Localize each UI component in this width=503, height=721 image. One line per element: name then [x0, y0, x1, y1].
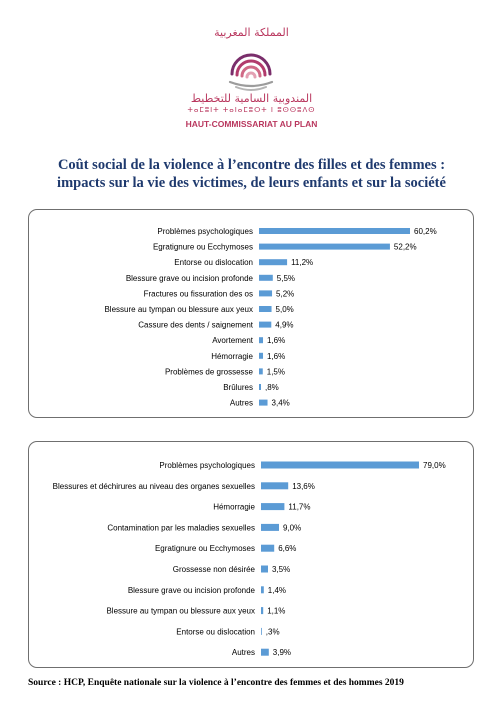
value-label: 3,9%: [273, 648, 291, 657]
category-label: Egratignure ou Ecchymoses: [155, 544, 255, 553]
bar: [259, 368, 263, 375]
bar: [259, 321, 272, 328]
bar: [261, 565, 268, 573]
value-label: 52,2%: [394, 243, 417, 252]
bar: [261, 544, 275, 552]
category-label: Grossesse non désirée: [173, 565, 256, 574]
bar-chart-1: Problèmes psychologiques 60,2% Egratignure…: [104, 227, 437, 408]
category-label: Problèmes psychologiques: [159, 461, 255, 470]
category-label: Fractures ou fissuration des os: [144, 289, 253, 298]
value-label: 1,4%: [268, 586, 286, 595]
value-label: 79,0%: [423, 461, 446, 470]
institution-name: HAUT-COMMISSARIAT AU PLAN: [185, 119, 318, 129]
category-label: Hémorragie: [211, 352, 253, 361]
value-label: 5,5%: [277, 274, 295, 283]
bar-chart-2: Problèmes psychologiques 79,0% Blessures e…: [53, 461, 446, 657]
value-label: 5,2%: [276, 289, 294, 298]
category-label: Avortement: [212, 336, 254, 345]
bar: [259, 259, 288, 266]
bar: [259, 243, 390, 250]
source-note: Source : HCP, Enquête nationale sur la v…: [28, 678, 404, 688]
category-label: Hémorragie: [213, 503, 255, 512]
value-label: 60,2%: [414, 227, 437, 236]
bar: [259, 352, 264, 359]
value-label: 13,6%: [292, 482, 315, 491]
value-label: 9,0%: [283, 523, 301, 532]
category-label: Problèmes psychologiques: [157, 227, 253, 236]
bar: [261, 627, 262, 635]
value-label: 3,4%: [272, 399, 290, 408]
value-label: 5,0%: [276, 305, 294, 314]
hcp-logo-icon: [228, 53, 274, 91]
category-label: Entorse ou dislocation: [176, 627, 255, 636]
category-label: Autres: [230, 399, 253, 408]
value-label: 1,5%: [267, 367, 285, 376]
bar: [261, 461, 419, 469]
title-line-2: impacts sur la vie des victimes, de leur…: [57, 175, 446, 191]
bar: [259, 384, 262, 390]
bar: [261, 523, 279, 531]
bar: [259, 228, 410, 234]
bar: [259, 290, 273, 297]
value-label: 4,9%: [275, 321, 293, 330]
chart-panel-1: Problèmes psychologiques 60,2% Egratignure…: [28, 209, 474, 418]
value-label: 6,6%: [278, 544, 296, 553]
category-label: Cassure des dents / saignement: [138, 321, 254, 330]
category-label: Problèmes de grossesse: [165, 367, 254, 376]
category-label: Blessure grave ou incision profonde: [126, 274, 254, 283]
value-label: ,8%: [265, 383, 279, 392]
bar: [261, 607, 264, 615]
institution-name-arabic: المندوبية السامية للتخطيط: [190, 92, 313, 105]
value-label: 1,6%: [267, 336, 285, 345]
chart-panel-2: Problèmes psychologiques 79,0% Blessures e…: [28, 441, 474, 668]
category-label: Autres: [232, 648, 255, 657]
value-label: 11,2%: [291, 258, 313, 267]
bar: [259, 306, 272, 312]
category-label: Contamination par les maladies sexuelles: [107, 523, 255, 532]
bar: [261, 503, 285, 511]
bar: [261, 482, 289, 490]
bar: [259, 337, 264, 344]
value-label: 11,7%: [288, 503, 310, 512]
category-label: Blessure au tympan ou blessure aux yeux: [104, 305, 253, 314]
category-label: Brûlures: [223, 383, 253, 392]
category-label: Blessure grave ou incision profonde: [128, 586, 256, 595]
bar: [259, 399, 268, 406]
value-label: 3,5%: [272, 565, 290, 574]
institution-name-tifinagh: ⵜⴰⵎⵓⵏⵜ ⵜⴰⵏⴰⵎⵓⵔⵜ ⵏ ⵓⵙⵙⵓⴷⵙ: [187, 106, 316, 114]
category-label: Blessure au tympan ou blessure aux yeux: [106, 607, 255, 616]
category-label: Egratignure ou Ecchymoses: [153, 243, 253, 252]
title-line-1: Coût social de la violence à l’encontre …: [57, 157, 446, 173]
header: المملكة المغربية المندوبية السامية للتخط…: [0, 0, 503, 140]
kingdom-name-arabic: المملكة المغربية: [214, 26, 289, 39]
value-label: ,3%: [266, 627, 280, 636]
value-label: 1,6%: [267, 352, 285, 361]
bar: [259, 274, 273, 281]
bar: [261, 648, 269, 656]
bar: [261, 586, 264, 594]
page-title: Coût social de la violence à l’encontre …: [0, 156, 503, 192]
category-label: Blessures et déchirures au niveau des or…: [53, 482, 255, 491]
value-label: 1,1%: [267, 607, 285, 616]
category-label: Entorse ou dislocation: [174, 258, 253, 267]
